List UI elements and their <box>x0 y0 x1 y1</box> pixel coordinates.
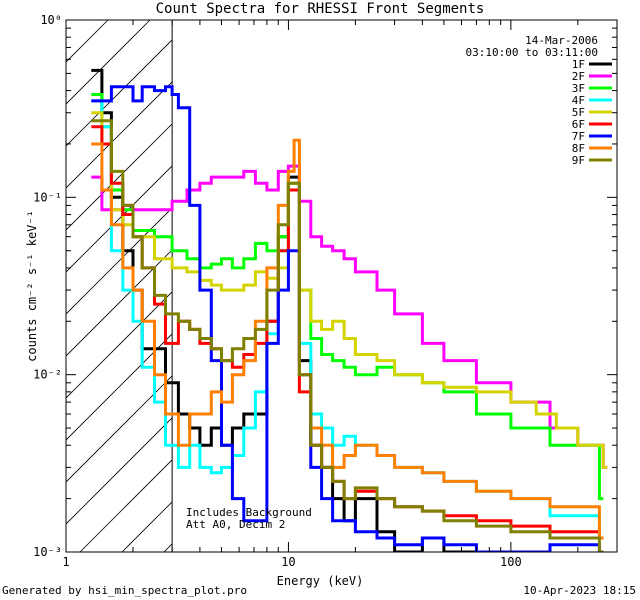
series-2F-line <box>91 164 608 469</box>
legend-header: 03:10:00 to 03:11:00 <box>466 46 598 59</box>
series-7F-line <box>91 85 604 552</box>
hatch-line <box>66 81 173 189</box>
y-tick-label: 10⁰ <box>40 13 62 27</box>
x-tick-label: 10 <box>281 555 295 569</box>
x-tick-label: 1 <box>62 555 69 569</box>
hatch-line <box>163 543 173 552</box>
legend-label-5F: 5F <box>572 106 585 119</box>
x-axis-label: Energy (keV) <box>276 574 364 588</box>
y-tick-label: 10⁻¹ <box>33 190 62 204</box>
legend-label-1F: 1F <box>572 58 585 71</box>
series-4F-line <box>91 99 604 540</box>
y-tick-label: 10⁻² <box>33 368 62 382</box>
legend-label-4F: 4F <box>572 94 585 107</box>
hatch-line <box>79 459 173 552</box>
series-1F-line <box>91 68 494 552</box>
series-9F-line <box>91 119 604 552</box>
series-3F-line <box>91 93 604 501</box>
annotation-text: Includes Background <box>186 506 312 519</box>
legend-header: 14-Mar-2006 <box>525 34 598 47</box>
hatch-line <box>66 207 173 315</box>
series-8F-line <box>91 138 604 540</box>
annotation-text: Att A0, Decim 2 <box>186 518 285 531</box>
hatch-line <box>66 249 173 357</box>
hatch-line <box>66 417 173 525</box>
series-6F-line <box>91 125 604 540</box>
legend-label-8F: 8F <box>572 142 585 155</box>
footer-generated-by: Generated by hsi_min_spectra_plot.pro <box>2 584 248 597</box>
plot-frame <box>65 19 618 553</box>
legend-label-7F: 7F <box>572 130 585 143</box>
hatch-line <box>66 20 151 105</box>
hatch-line <box>66 165 173 273</box>
legend-label-3F: 3F <box>572 82 585 95</box>
legend-label-2F: 2F <box>572 70 585 83</box>
footer-date: 10-Apr-2023 18:15 <box>523 584 636 597</box>
chart-title: Count Spectra for RHESSI Front Segments <box>155 1 485 17</box>
y-tick-label: 10⁻³ <box>33 545 62 559</box>
hatch-line <box>66 375 173 483</box>
legend-label-6F: 6F <box>572 118 585 131</box>
x-tick-label: 100 <box>500 555 522 569</box>
legend-label-9F: 9F <box>572 154 585 167</box>
y-axis-label: counts cm⁻² s⁻¹ keV⁻¹ <box>25 210 39 362</box>
